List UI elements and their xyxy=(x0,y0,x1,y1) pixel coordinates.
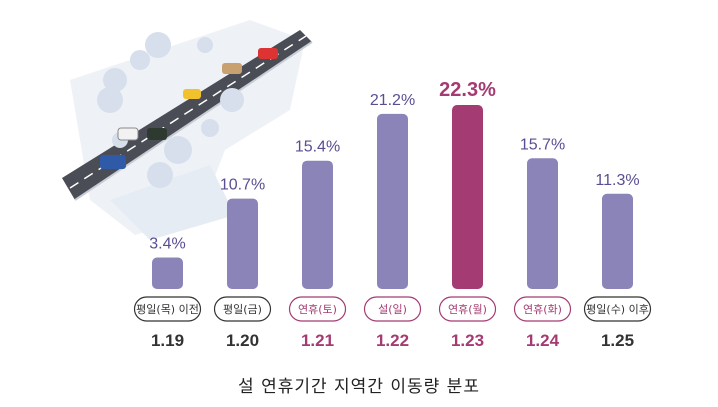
data-label: 3.4% xyxy=(149,236,185,253)
bar xyxy=(452,105,483,289)
bar xyxy=(602,193,633,289)
chart-caption: 설 연휴기간 지역간 이동량 분포 xyxy=(238,377,480,397)
category-tag xyxy=(438,296,497,322)
road-illustration xyxy=(62,20,313,240)
data-label: 15.7% xyxy=(520,136,565,153)
date-label: 1.19 xyxy=(151,331,184,350)
tick-label: 평일(수) 이후 xyxy=(586,302,649,316)
category-tag xyxy=(133,296,202,322)
category-tag xyxy=(288,296,347,322)
data-label: 21.2% xyxy=(370,92,415,109)
category-tag xyxy=(363,296,422,322)
category-tag xyxy=(513,296,572,322)
car-icon xyxy=(222,63,242,74)
car-icon xyxy=(183,89,201,99)
bar xyxy=(302,160,333,289)
car-icon xyxy=(258,48,278,59)
snow-ground-lower xyxy=(110,165,235,240)
chart: 3.4% 평일(목) 이전 1.19 10.7% 평일(금) 1.20 15.4% 연휴(토)… xyxy=(62,20,652,350)
date-label: 1.24 xyxy=(526,331,560,350)
data-label: 11.3% xyxy=(595,172,639,189)
tick-label: 연휴(화) xyxy=(523,303,562,316)
bar xyxy=(152,257,183,289)
road-line xyxy=(69,35,307,189)
car-icon xyxy=(100,155,126,169)
tick-label: 평일(금) xyxy=(223,302,262,316)
bar xyxy=(227,198,258,289)
date-label: 1.20 xyxy=(226,331,259,350)
tree-icon xyxy=(97,32,244,188)
data-label: 22.3% xyxy=(439,79,496,101)
data-label: 15.4% xyxy=(295,139,340,156)
date-label: 1.21 xyxy=(301,331,334,350)
bar xyxy=(377,113,408,289)
category-tag xyxy=(213,296,272,322)
bar xyxy=(527,158,558,289)
category-tag xyxy=(583,296,652,322)
car-icon xyxy=(147,128,167,140)
road-edge xyxy=(74,41,313,201)
tick-label: 연휴(월) xyxy=(448,303,487,316)
date-label: 1.25 xyxy=(601,331,634,350)
data-label: 10.7% xyxy=(220,177,265,194)
date-label: 1.22 xyxy=(376,331,409,350)
date-label: 1.23 xyxy=(451,331,484,350)
car-icon xyxy=(117,127,139,141)
tick-label: 평일(목) 이전 xyxy=(136,302,199,316)
tick-label: 연휴(토) xyxy=(298,303,337,316)
tick-label: 설(일) xyxy=(378,302,407,316)
